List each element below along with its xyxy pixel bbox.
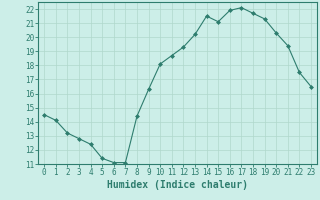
X-axis label: Humidex (Indice chaleur): Humidex (Indice chaleur) bbox=[107, 180, 248, 190]
